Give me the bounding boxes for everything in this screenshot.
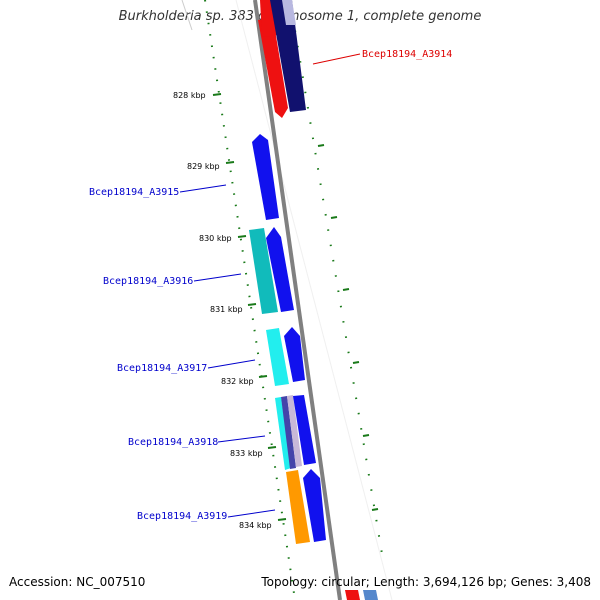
gene-block-a3919-orange (286, 470, 310, 544)
tick-label: 834 kbp (239, 521, 272, 530)
gene-block-a3917-blue (284, 327, 305, 382)
gene-block-a3915 (252, 134, 279, 220)
outer-ring-arc (181, 0, 193, 31)
gene-block-a3918-lilac (287, 395, 302, 467)
map-title: Burkholderia sp. 383 chromosome 1, compl… (118, 9, 482, 24)
gene-label-a3916[interactable]: Bcep18194_A3916 (103, 276, 193, 287)
tick-mark (342, 288, 350, 291)
gene-block-a3919-blue (303, 469, 326, 542)
tick-mark (277, 518, 287, 521)
tick-mark (267, 446, 277, 449)
tick-label: 828 kbp (173, 91, 206, 100)
gene-label-a3919[interactable]: Bcep18194_A3919 (137, 511, 227, 522)
tick-label: 832 kbp (221, 377, 254, 386)
tick-label: 831 kbp (210, 305, 243, 314)
leader-line-a3918 (217, 435, 266, 443)
gene-label-a3917[interactable]: Bcep18194_A3917 (117, 363, 207, 374)
gene-label-a3915[interactable]: Bcep18194_A3915 (89, 187, 179, 198)
tick-mark (212, 93, 222, 96)
gene-block-a3917-cyan (266, 328, 289, 386)
gene-block-a3916-cyan (249, 228, 278, 314)
scale-ticks: 828 kbp 829 kbp 830 kbp 831 kbp 832 kbp … (173, 91, 287, 530)
leader-line-a3914 (312, 53, 361, 65)
gene-block-pale (282, 0, 296, 25)
tick-label: 833 kbp (230, 449, 263, 458)
gene-block-red (258, 18, 288, 118)
tick-mark (225, 161, 235, 164)
tick-mark (362, 434, 370, 437)
leader-line-a3919 (227, 509, 276, 518)
tick-mark (237, 235, 247, 238)
tick-mark (371, 508, 379, 511)
tick-mark (352, 361, 360, 364)
leader-line-a3916 (193, 273, 242, 282)
gene-block-a3918-cyan (275, 397, 291, 470)
tick-mark (258, 375, 268, 378)
leader-line-a3917 (207, 359, 256, 369)
gene-block-a3918-slate (281, 396, 296, 469)
tick-label: 829 kbp (187, 162, 220, 171)
inner-ring-arc (235, 0, 393, 600)
gene-label-a3918[interactable]: Bcep18194_A3918 (128, 437, 218, 448)
gene-block-bottom-red (345, 590, 360, 600)
gene-block-a3916-blue (266, 227, 294, 312)
genome-summary-text: Topology: circular; Length: 3,694,126 bp… (261, 575, 591, 589)
tick-mark (317, 144, 325, 147)
accession-text: Accession: NC_007510 (9, 575, 146, 589)
tick-mark (330, 216, 338, 219)
gene-label-a3914[interactable]: Bcep18194_A3914 (362, 49, 452, 60)
gene-block-navy (270, 0, 306, 112)
tick-mark (247, 303, 257, 306)
right-ring-ticks (317, 144, 379, 511)
tick-label: 830 kbp (199, 234, 232, 243)
tick-ring-right (289, 0, 384, 561)
gene-block-bottom-blue (363, 590, 378, 600)
gene-block-a3918-blue (293, 395, 316, 465)
genome-backbone (253, 0, 342, 600)
leader-line-a3915 (179, 184, 227, 193)
